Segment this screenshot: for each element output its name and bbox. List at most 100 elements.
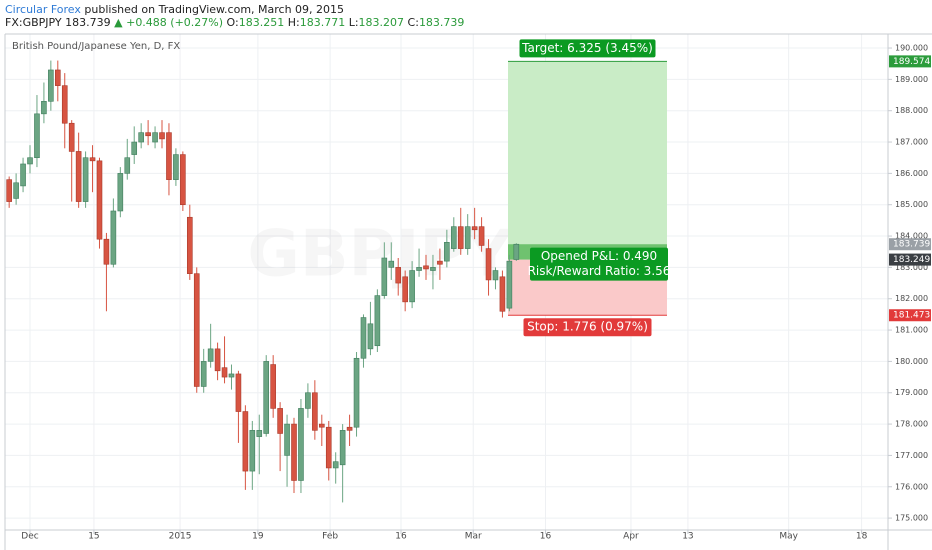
header-line-2: FX:GBPJPY 183.739 ▲ +0.488 (+0.27%) O: 18… xyxy=(5,16,464,29)
y-tick-label: 178.000 xyxy=(895,420,928,429)
candle-body xyxy=(437,260,443,265)
candle-body xyxy=(138,132,144,143)
candle-body xyxy=(117,173,124,212)
candle-body xyxy=(381,257,388,296)
x-tick-label: Dec xyxy=(21,532,38,542)
y-tick-label: 181.000 xyxy=(895,326,928,335)
x-tick-label: Mar xyxy=(465,532,482,542)
y-tick-label: 176.000 xyxy=(895,482,928,491)
candle-body xyxy=(235,373,242,412)
price-tag: 181.473 xyxy=(893,311,930,321)
candle-body xyxy=(457,226,464,249)
y-tick-label: 188.000 xyxy=(895,106,928,115)
x-tick-label: Apr xyxy=(623,532,639,542)
candle-body xyxy=(409,270,415,303)
x-tick-label: 16 xyxy=(540,532,552,542)
candle-body xyxy=(68,122,75,152)
price-tag-box xyxy=(889,309,931,322)
candle-body xyxy=(478,226,485,246)
last-price: 183.739 xyxy=(65,16,111,29)
candle-body xyxy=(499,276,506,312)
candle-body xyxy=(430,267,436,271)
stop-label-box xyxy=(523,318,652,337)
candle-body xyxy=(82,157,89,202)
candle-body xyxy=(513,243,520,260)
y-tick-label: 189.000 xyxy=(895,75,928,84)
price-tag: 189.574 xyxy=(893,57,930,67)
y-tick-label: 183.000 xyxy=(895,263,928,272)
candle-body xyxy=(277,408,283,434)
published: published on TradingView.com, March 09, … xyxy=(84,3,344,16)
low: 183.207 xyxy=(359,16,405,29)
open-label: O: xyxy=(227,16,239,29)
x-tick-label: 15 xyxy=(88,532,99,542)
low-label: L: xyxy=(349,16,359,29)
candle-body xyxy=(207,348,214,362)
candle-body xyxy=(186,216,193,274)
candle-body xyxy=(346,426,353,431)
price-tag-box xyxy=(889,253,931,266)
price-tag-box xyxy=(889,55,931,68)
candle-body xyxy=(61,85,68,124)
symbol: FX:GBPJPY xyxy=(5,16,62,29)
high: 183.771 xyxy=(300,16,346,29)
candle-body xyxy=(388,260,395,268)
candle-body xyxy=(270,364,276,409)
candle-body xyxy=(96,160,103,240)
x-tick-label: 16 xyxy=(395,532,407,542)
candle-body xyxy=(89,157,96,162)
high-label: H: xyxy=(288,16,300,29)
y-tick-label: 180.000 xyxy=(895,357,928,366)
x-tick-label: 2015 xyxy=(169,532,192,542)
y-tick-label: 190.000 xyxy=(895,44,928,53)
candle-body xyxy=(124,157,131,174)
candle-body xyxy=(339,430,346,466)
candle-body xyxy=(305,392,311,409)
y-tick-label: 179.000 xyxy=(895,388,928,397)
candle-body xyxy=(200,361,207,387)
candle-body xyxy=(353,357,360,428)
chart-title: British Pound/Japanese Yen, D, FX xyxy=(12,41,180,52)
change: ▲ +0.488 (+0.27%) xyxy=(114,16,223,29)
candle-body xyxy=(152,132,158,143)
candle-body xyxy=(193,273,200,387)
candle-body xyxy=(360,317,367,359)
candle-body xyxy=(416,267,422,271)
candle-body xyxy=(145,132,151,137)
candle-body xyxy=(471,226,478,231)
candle-body xyxy=(318,423,325,428)
author[interactable]: Circular Forex xyxy=(5,3,81,16)
candle-body xyxy=(103,238,110,265)
candle-body xyxy=(325,426,332,469)
rr-label: Risk/Reward Ratio: 3.56 xyxy=(528,264,671,278)
x-tick-label: Feb xyxy=(322,532,338,542)
candle-body xyxy=(173,154,179,180)
candle-body xyxy=(54,69,61,86)
candle-body xyxy=(20,163,26,187)
candle-body xyxy=(41,101,47,115)
y-tick-label: 177.000 xyxy=(895,451,928,460)
candle-body xyxy=(332,461,339,469)
x-tick-label: May xyxy=(779,532,798,542)
close-label: C: xyxy=(408,16,419,29)
candle-body xyxy=(492,270,499,281)
candle-body xyxy=(48,69,54,102)
y-tick-label: 186.000 xyxy=(895,169,928,178)
candle-body xyxy=(221,367,228,378)
candle-body xyxy=(214,348,221,372)
candle-body xyxy=(228,373,235,378)
candle-body xyxy=(450,226,457,249)
candle-body xyxy=(298,408,304,481)
target-label: Target: 6.325 (3.45%) xyxy=(521,41,653,55)
candle-body xyxy=(312,392,318,431)
candle-body xyxy=(464,226,471,249)
candle-body xyxy=(180,154,186,206)
stop-label: Stop: 1.776 (0.97%) xyxy=(527,320,648,334)
x-tick-label: 13 xyxy=(682,532,693,542)
candles xyxy=(6,60,520,503)
target-zone xyxy=(508,61,667,260)
candle-body xyxy=(444,242,450,262)
overlay: Target: 6.325 (3.45%) Opened P&L: 0.490Ri… xyxy=(519,39,671,337)
